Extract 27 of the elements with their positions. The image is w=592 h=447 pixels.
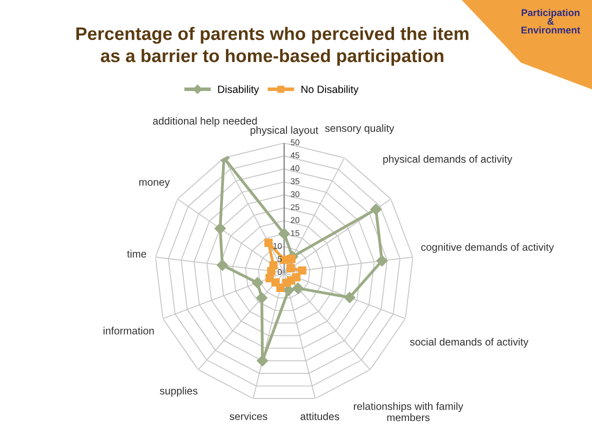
spoke-label: time [127, 250, 146, 258]
spoke-label: additional help needed [153, 116, 257, 127]
y-tick-label: 25 [290, 204, 300, 210]
spoke-label: attitudes [300, 412, 340, 420]
spoke-label: physical layout [250, 126, 318, 136]
y-tick-label: 40 [290, 165, 300, 172]
y-tick-label: 0 [278, 269, 282, 275]
text: Participation & Environment [522, 8, 580, 34]
spoke-label: supplies [160, 386, 198, 397]
y-tick-label: 30 [290, 191, 300, 198]
y-tick-label: 35 [290, 178, 300, 184]
spoke-label: cognitive demands of activity [421, 243, 554, 253]
y-tick-label: 45 [290, 152, 300, 158]
spoke-label: physical demands of activity [383, 155, 512, 165]
spoke-label: social demands of activity [410, 338, 528, 348]
spoke-label: relationships with family members [354, 402, 464, 422]
y-tick-label: 20 [290, 217, 300, 224]
y-tick-label: 15 [291, 230, 300, 236]
spoke-label: sensory quality [325, 124, 394, 134]
y-tick-label: 10 [273, 243, 282, 249]
spoke-label: information [104, 326, 154, 334]
spoke-label: services [230, 412, 268, 420]
legend-label: Disability [218, 85, 259, 96]
chart-title: Percentage of parents who perceived the item as a barrier to home-based participation [76, 26, 468, 66]
legend-label: No Disability [302, 85, 359, 96]
y-tick-label: 50 [290, 139, 300, 146]
spoke-label: money [139, 180, 170, 188]
